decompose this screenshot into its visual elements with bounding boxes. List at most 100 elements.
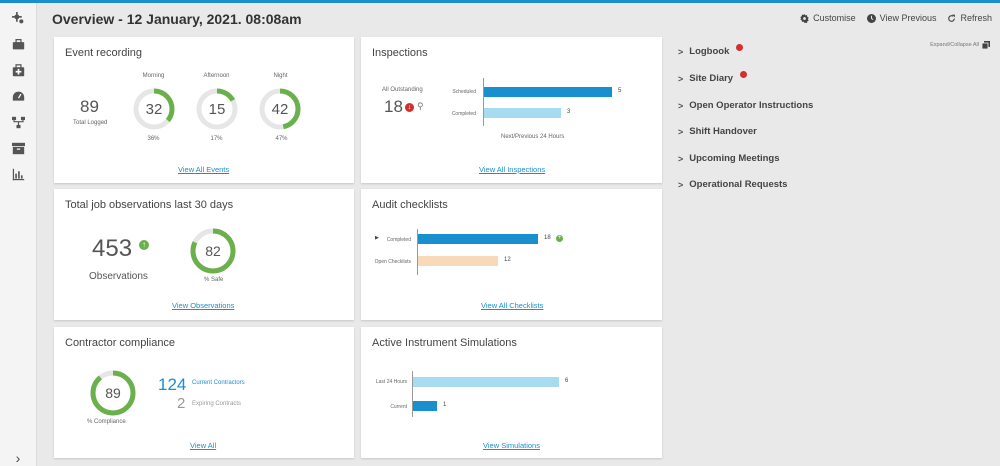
expand-collapse-all-button[interactable]: Expand/Collapse All <box>930 41 990 49</box>
bar-value: 18 <box>544 235 551 241</box>
shift-percentage: 36% <box>147 136 160 142</box>
shift-label: Night <box>273 73 288 79</box>
header-actions: Customise View Previous Refresh <box>800 13 992 23</box>
bar-value: 3 <box>567 109 571 115</box>
shift-percentage: 47% <box>275 136 288 142</box>
bar-axis <box>412 371 413 417</box>
current-contractors-count: 124 <box>158 375 187 394</box>
accordion-label: Logbook <box>689 46 730 57</box>
bar-chart-icon[interactable] <box>9 166 27 182</box>
view-all-events-link[interactable]: View All Events <box>178 165 230 174</box>
card-title: Total job observations last 30 days <box>65 199 234 211</box>
card-title: Inspections <box>372 47 428 59</box>
bar-label: Scheduled <box>452 89 476 95</box>
chevron-right-icon: > <box>678 46 684 57</box>
current-contractors-label: Current Contractors <box>192 380 245 386</box>
view-all-contractors-link[interactable]: View All <box>190 441 217 450</box>
network-icon[interactable] <box>9 114 27 130</box>
dashboard-icon[interactable] <box>9 88 27 104</box>
card-title: Active Instrument Simulations <box>372 337 517 349</box>
first-aid-icon[interactable] <box>9 62 27 78</box>
arrow-down-icon: ↓ <box>405 103 414 112</box>
top-accent-line <box>0 0 1000 3</box>
afternoon-donut: 15 <box>195 87 239 131</box>
card-title: Event recording <box>65 47 143 59</box>
night-donut: 42 <box>258 87 302 131</box>
sidebar-expand-chevron-icon[interactable]: › <box>15 450 21 466</box>
alert-badge <box>740 71 748 78</box>
bar-label: Current <box>390 404 407 410</box>
bar-value: 12 <box>504 257 511 263</box>
right-panel: Expand/Collapse All > Logbook > Site Dia… <box>670 35 1000 466</box>
bar-label: Last 24 Hours <box>375 379 407 385</box>
bar-value: 1 <box>443 402 447 408</box>
safe-donut: 82 <box>189 227 237 275</box>
search-icon[interactable]: ⚲ <box>417 101 424 111</box>
accordion-label: Operational Requests <box>689 179 788 190</box>
morning-donut: 32 <box>132 87 176 131</box>
bar-label: Completed <box>386 237 411 243</box>
accordion-upcoming-meetings[interactable]: > Upcoming Meetings <box>678 153 780 164</box>
open-checklists-bar <box>418 256 498 266</box>
observations-label: Observations <box>89 271 148 282</box>
refresh-label: Refresh <box>960 13 992 23</box>
job-observations-card: Total job observations last 30 days 453 … <box>54 189 354 320</box>
bar-value: 5 <box>618 88 622 94</box>
accordion-label: Open Operator Instructions <box>689 100 814 111</box>
expiring-contracts-label: Expiring Contracts <box>192 401 242 407</box>
accordion-operational-requests[interactable]: > Operational Requests <box>678 179 787 190</box>
archive-icon[interactable] <box>9 140 27 156</box>
expand-collapse-all-label: Expand/Collapse All <box>930 42 979 48</box>
view-all-inspections-link[interactable]: View All Inspections <box>479 165 546 174</box>
sidebar: › <box>0 3 37 466</box>
accordion-shift-handover[interactable]: > Shift Handover <box>678 126 757 137</box>
customise-label: Customise <box>813 13 856 23</box>
chevron-right-icon: > <box>678 126 684 137</box>
accordion-label: Shift Handover <box>689 126 757 137</box>
expiring-contracts-count: 2 <box>177 395 186 412</box>
observations-count: 453 <box>92 235 133 262</box>
afternoon-value: 15 <box>208 100 226 118</box>
view-simulations-link[interactable]: View Simulations <box>483 441 540 450</box>
alert-badge <box>736 44 744 51</box>
total-logged-label: Total Logged <box>73 120 108 126</box>
caret-right-icon: ▶ <box>375 235 379 241</box>
instrument-simulations-card: Active Instrument Simulations Last 24 Ho… <box>361 327 662 458</box>
clock-icon <box>866 13 876 23</box>
toolbox-icon[interactable] <box>9 36 27 52</box>
bar-axis <box>483 78 484 126</box>
accordion-open-operator-instructions[interactable]: > Open Operator Instructions <box>678 100 813 111</box>
card-title: Audit checklists <box>372 199 448 211</box>
compliance-donut: 89 <box>89 369 137 417</box>
event-recording-card: Event recording 89 Total Logged Morning … <box>54 37 354 183</box>
settings-icon[interactable] <box>9 10 27 26</box>
shift-percentage: 17% <box>210 136 223 142</box>
bar-axis <box>417 229 418 275</box>
copy-icon <box>982 41 990 49</box>
view-all-checklists-link[interactable]: View All Checklists <box>481 301 544 310</box>
chevron-right-icon: > <box>678 73 684 84</box>
accordion-site-diary[interactable]: > Site Diary <box>678 71 748 84</box>
view-observations-link[interactable]: View Observations <box>172 301 235 310</box>
bar-label: Completed <box>451 111 476 117</box>
card-title: Contractor compliance <box>65 337 176 349</box>
arrow-up-icon: ↑ <box>139 240 149 250</box>
refresh-button[interactable]: Refresh <box>947 13 992 23</box>
view-previous-label: View Previous <box>879 13 937 23</box>
audit-checklists-card: Audit checklists ▶ Completed 18 + Open C… <box>361 189 662 320</box>
accordion-label: Site Diary <box>689 73 734 84</box>
shift-label: Morning <box>142 73 165 79</box>
bar-value: 6 <box>565 378 569 384</box>
chevron-right-icon: > <box>678 100 684 111</box>
axis-label: Next/Previous 24 Hours <box>501 134 565 140</box>
accordion-logbook[interactable]: > Logbook <box>678 44 744 57</box>
view-previous-button[interactable]: View Previous <box>866 13 937 23</box>
total-logged-value: 89 <box>80 97 99 116</box>
header: Overview - 12 January, 2021. 08:08am Cus… <box>37 3 1000 35</box>
shift-label: Afternoon <box>203 73 230 79</box>
last-24-hours-bar <box>413 377 559 387</box>
bar-label: Open Checklists <box>374 259 411 265</box>
current-bar <box>413 401 437 411</box>
safe-label: % Safe <box>204 277 224 283</box>
customise-button[interactable]: Customise <box>800 13 856 23</box>
